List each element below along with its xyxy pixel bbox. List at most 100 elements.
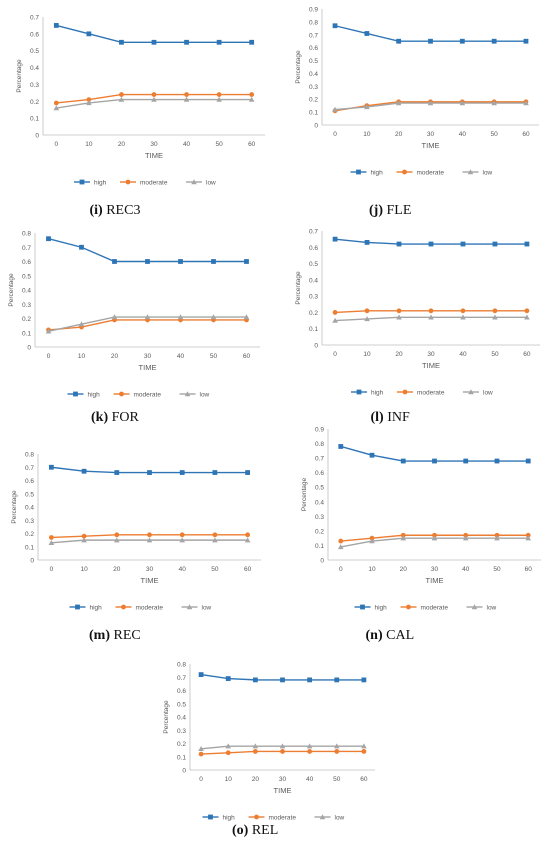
x-axis-title: TIME	[274, 786, 292, 795]
y-tick-label: 0.6	[315, 470, 324, 477]
legend-marker-moderate	[406, 604, 411, 610]
data-point-low	[111, 314, 118, 320]
legend-marker-moderate	[254, 814, 259, 820]
data-point-low	[177, 314, 184, 320]
y-tick-label: 0.3	[177, 728, 186, 735]
chart-panel-rec: 0 0.1 0.2 0.3 0.4 0.5 0.6 0.7 0.8 0 10 20 30 40 50 60 TI…	[5, 428, 270, 618]
legend-label-high: high	[94, 180, 107, 187]
data-point-moderate	[212, 532, 218, 538]
chart-panel-rec3: 0 0.1 0.2 0.3 0.4 0.5 0.6 0.7 0 10 20 30 40 50 60 TIME P…	[5, 5, 270, 195]
data-point-high	[428, 38, 433, 44]
x-tick-label: 0	[333, 351, 337, 358]
legend-label-low: low	[483, 390, 493, 397]
figure-caption: (k) FOR	[91, 410, 139, 426]
x-tick-label: 10	[363, 351, 371, 358]
y-axis-title: Percentage	[295, 50, 302, 84]
chart-svg: 0 0.1 0.2 0.3 0.4 0.5 0.6 0.7 0 10 20 30 40 50 60 TIME P…	[295, 229, 540, 397]
x-axis-title: TIME	[139, 363, 157, 372]
x-axis-title: TIME	[145, 151, 163, 160]
caption-name: REC	[113, 628, 141, 643]
data-point-high	[459, 38, 465, 44]
figure-caption: (l) INF	[371, 410, 410, 426]
data-point-low	[332, 106, 338, 112]
y-tick-label: 0.5	[22, 273, 31, 280]
x-tick-label: 50	[211, 566, 219, 573]
data-point-high	[361, 677, 367, 683]
y-tick-label: 0.7	[25, 465, 34, 472]
y-tick-label: 0	[314, 123, 318, 130]
y-tick-label: 0.1	[25, 544, 34, 551]
legend-marker-high	[360, 604, 365, 610]
legend-marker-high	[79, 179, 85, 185]
x-tick-label: 20	[395, 131, 403, 138]
data-point-high	[524, 241, 530, 247]
data-point-moderate	[432, 532, 437, 538]
x-tick-label: 10	[78, 353, 86, 360]
data-point-moderate	[114, 532, 120, 538]
data-point-high	[211, 259, 216, 264]
chart-panel-inf: 0 0.1 0.2 0.3 0.4 0.5 0.6 0.7 0 10 20 30 40 50 60 TIME P…	[285, 228, 545, 418]
data-point-high	[492, 241, 498, 247]
chart-panel-for: 0 0.1 0.2 0.3 0.4 0.5 0.6 0.7 0.8 0 10 20 30 40 50 60 TI…	[5, 228, 270, 418]
y-tick-label: 0.6	[177, 688, 186, 695]
data-point-high	[179, 470, 185, 475]
x-tick-label: 10	[363, 131, 371, 138]
data-point-low	[248, 96, 255, 102]
legend-label-low: low	[206, 180, 216, 187]
legend-label-high: high	[90, 605, 103, 612]
y-tick-label: 0.4	[315, 499, 324, 506]
caption-name: FLE	[386, 203, 412, 218]
data-point-high	[114, 470, 120, 475]
data-point-low	[460, 314, 466, 320]
caption-name: REL	[251, 823, 279, 838]
legend-label-moderate: moderate	[421, 605, 449, 612]
y-tick-label: 0.1	[315, 543, 324, 550]
data-point-high	[145, 259, 150, 264]
data-point-low	[146, 537, 153, 543]
x-tick-label: 30	[431, 566, 439, 573]
x-tick-label: 40	[177, 353, 185, 360]
legend-label-moderate: moderate	[136, 605, 164, 612]
y-tick-label: 0.8	[25, 452, 34, 459]
y-tick-label: 0	[35, 133, 39, 140]
data-point-moderate	[151, 92, 157, 97]
data-point-moderate	[463, 532, 469, 538]
data-point-high	[396, 241, 402, 247]
x-tick-label: 60	[522, 131, 530, 138]
caption-letter: (l)	[370, 410, 384, 425]
chart-panel-cal: 0 0.1 0.2 0.3 0.4 0.5 0.6 0.7 0.8 0.9 0 10 20 30 40 50 6…	[285, 427, 545, 618]
data-point-low	[118, 96, 125, 102]
x-tick-label: 40	[306, 776, 314, 783]
legend-label-moderate: moderate	[417, 390, 445, 397]
data-point-moderate	[400, 532, 406, 538]
data-point-low	[144, 314, 151, 320]
y-tick-label: 0.5	[25, 491, 34, 498]
data-point-low	[459, 100, 466, 106]
y-tick-label: 0.7	[22, 245, 31, 252]
data-point-low	[332, 317, 338, 323]
data-point-low	[244, 537, 251, 543]
data-point-low	[252, 743, 259, 749]
data-point-low	[525, 535, 532, 541]
legend-marker-moderate	[402, 389, 408, 395]
y-tick-label: 0.1	[30, 116, 39, 123]
y-tick-label: 0.6	[30, 31, 39, 38]
data-point-low	[524, 314, 530, 320]
y-tick-label: 0.3	[30, 82, 39, 89]
data-point-low	[243, 314, 250, 320]
legend-marker-high	[75, 604, 80, 610]
data-point-low	[279, 743, 286, 749]
legend-marker-low	[184, 391, 191, 397]
legend-label-low: low	[202, 605, 212, 612]
x-tick-label: 60	[360, 776, 368, 783]
data-point-high	[280, 677, 285, 683]
legend-label-high: high	[371, 390, 384, 397]
x-axis-title: TIME	[426, 576, 444, 585]
x-tick-label: 30	[150, 141, 158, 148]
y-tick-label: 0.4	[25, 505, 34, 512]
legend-label-high: high	[88, 392, 101, 399]
y-axis-title: Percentage	[163, 700, 170, 734]
data-point-high	[332, 236, 338, 242]
y-tick-label: 0.4	[309, 71, 318, 78]
legend-marker-low	[471, 604, 478, 610]
